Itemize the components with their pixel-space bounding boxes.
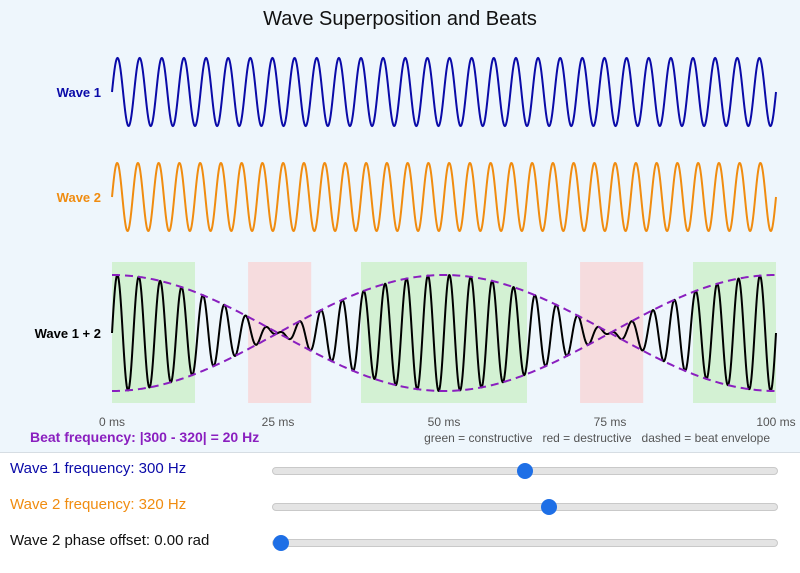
chart-title: Wave Superposition and Beats (263, 8, 537, 30)
wave1-frequency-row: Wave 1 frequency: 300 Hz (0, 453, 800, 489)
wave2-frequency-row: Wave 2 frequency: 320 Hz (0, 489, 800, 525)
wave-plot: Wave Superposition and Beats Wave 1Wave … (30, 8, 796, 445)
x-tick-label: 75 ms (594, 415, 627, 429)
wave2-frequency-slider[interactable] (272, 498, 778, 516)
x-tick-label: 50 ms (428, 415, 461, 429)
wave2-frequency-label: Wave 2 frequency: 320 Hz (10, 496, 187, 513)
x-tick-label: 25 ms (262, 415, 295, 429)
plot-panel: Wave Superposition and Beats Wave 1 Wave … (0, 0, 800, 452)
controls-panel: Wave 1 frequency: 300 Hz Wave 2 frequenc… (0, 452, 800, 573)
wave1-frequency-slider[interactable] (272, 462, 778, 480)
wave1-frequency-label: Wave 1 frequency: 300 Hz (10, 460, 187, 477)
beat-envelope-upper (111, 273, 777, 335)
series-label: Wave 1 (57, 85, 101, 100)
beat-envelope-lower (111, 331, 777, 393)
wave-lanes: Wave 1 Wave 2 Wave 1 + 2 (35, 56, 777, 393)
beat-frequency-label: Beat frequency: |300 - 320| = 20 Hz (30, 429, 259, 445)
series-line-3 (111, 273, 777, 393)
x-tick-label: 100 ms (756, 415, 795, 429)
constructive-region (112, 262, 195, 403)
series-line-2 (111, 161, 777, 233)
wave2-phase-slider[interactable] (272, 534, 778, 552)
series-label: Wave 2 (57, 190, 101, 205)
wave2-phase-label: Wave 2 phase offset: 0.00 rad (10, 532, 210, 549)
constructive-region (693, 262, 776, 403)
legend-text: green = constructive red = destructive d… (424, 431, 770, 445)
x-axis-tick-labels: 0 ms 25 ms 50 ms 75 ms 100 ms (99, 415, 796, 429)
wave2-phase-row: Wave 2 phase offset: 0.00 rad (0, 525, 800, 561)
series-line-1 (111, 56, 777, 128)
x-tick-label: 0 ms (99, 415, 125, 429)
series-label: Wave 1 + 2 (35, 326, 101, 341)
